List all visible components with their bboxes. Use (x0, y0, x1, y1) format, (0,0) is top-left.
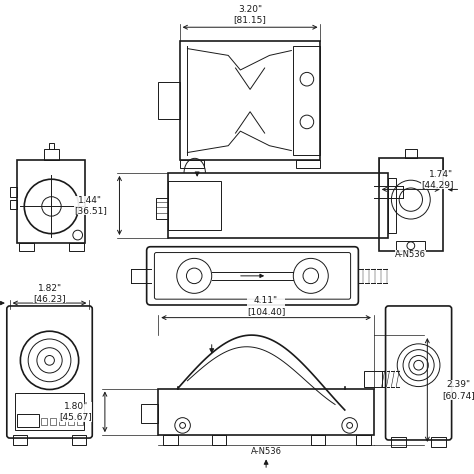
Bar (9, 187, 18, 197)
Bar (68, 418, 73, 426)
Bar (48, 143, 55, 149)
Text: 1.44"
[36.51]: 1.44" [36.51] (74, 196, 107, 215)
Bar (296, 160, 320, 168)
Text: A-N536: A-N536 (395, 250, 426, 259)
Bar (72, 435, 86, 445)
Bar (50, 418, 55, 426)
Bar (41, 418, 46, 426)
Bar (163, 435, 178, 445)
Bar (293, 46, 320, 155)
Bar (180, 160, 204, 168)
Bar (18, 414, 39, 428)
Bar (15, 393, 84, 430)
Bar (18, 160, 85, 243)
Bar (392, 437, 406, 447)
Text: A-N536: A-N536 (251, 447, 282, 456)
Bar (364, 371, 382, 387)
Text: 4.11"
[104.40]: 4.11" [104.40] (247, 296, 285, 316)
Bar (356, 435, 371, 445)
Text: 2.39"
[60.74]: 2.39" [60.74] (442, 380, 474, 400)
Bar (431, 437, 446, 447)
Bar (19, 243, 34, 251)
Bar (311, 435, 325, 445)
Bar (158, 82, 180, 119)
Bar (59, 418, 64, 426)
Bar (168, 173, 389, 238)
Bar (44, 149, 59, 160)
Text: 1.74"
[44.29]: 1.74" [44.29] (421, 170, 454, 190)
Bar (141, 404, 158, 423)
Bar (389, 178, 396, 233)
Bar (9, 200, 18, 210)
Bar (212, 435, 226, 445)
Bar (180, 41, 320, 160)
Bar (13, 435, 27, 445)
Text: 3.20"
[81.15]: 3.20" [81.15] (234, 5, 266, 24)
Text: 1.80"
[45.67]: 1.80" [45.67] (59, 402, 92, 421)
Text: 1.82"
[46.23]: 1.82" [46.23] (33, 283, 66, 303)
Bar (158, 389, 374, 435)
Bar (156, 198, 168, 219)
Bar (405, 149, 417, 158)
Bar (77, 418, 82, 426)
Bar (168, 181, 221, 230)
Bar (396, 241, 425, 251)
Bar (69, 243, 83, 251)
Bar (379, 158, 443, 251)
